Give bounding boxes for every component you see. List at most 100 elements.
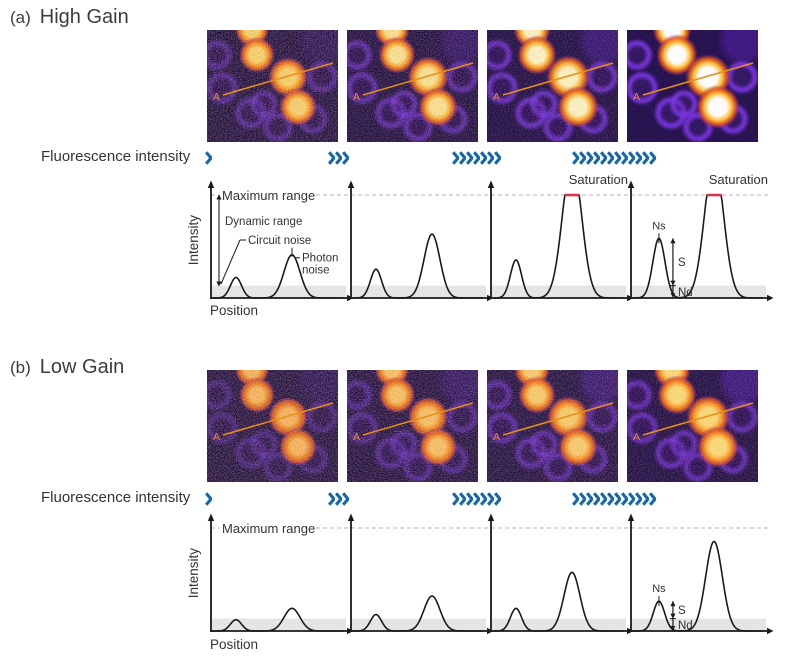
chevron-right-icon <box>342 492 349 506</box>
chevron-right-icon <box>600 492 607 506</box>
line-marker-label: A <box>353 431 360 443</box>
intensity-arrows-b2 <box>328 492 349 506</box>
intensity-arrows-a1 <box>205 151 212 165</box>
chevron-right-icon <box>328 492 335 506</box>
chevron-right-icon <box>586 151 593 165</box>
chevron-right-icon <box>579 151 586 165</box>
chevron-right-icon <box>635 151 642 165</box>
saturation-label: Saturation <box>569 172 628 187</box>
chevron-right-icon <box>487 492 494 506</box>
chevron-right-icon <box>459 151 466 165</box>
chevron-right-icon <box>572 492 579 506</box>
intensity-arrows-a3 <box>452 151 501 165</box>
chevron-right-icon <box>593 492 600 506</box>
chevron-right-icon <box>473 492 480 506</box>
chevron-right-icon <box>342 151 349 165</box>
chevron-right-icon <box>335 151 342 165</box>
panel-b-title: (b) Low Gain <box>10 356 124 379</box>
micrograph-b3: A <box>487 370 618 482</box>
nd-label: Nd <box>678 620 693 632</box>
micrograph-b1: A <box>207 370 338 482</box>
scan-line <box>222 402 334 436</box>
circuit-noise-label: Circuit noise <box>248 235 311 247</box>
chevron-right-icon <box>607 151 614 165</box>
scan-line <box>502 402 614 436</box>
y-axis-label-a: Intensity <box>186 215 201 266</box>
x-axis-label-a: Position <box>210 303 259 318</box>
micrograph-b4: A <box>627 370 758 482</box>
chevron-right-icon <box>466 492 473 506</box>
fluorescence-intensity-label-b: Fluorescence intensity <box>41 489 191 506</box>
chevron-right-icon <box>335 492 342 506</box>
profile-plot-a4: Saturation Ns S Nd <box>626 172 776 321</box>
scan-line <box>222 62 334 96</box>
photon-noise-label: noise <box>302 265 330 277</box>
ns-label: Ns <box>652 220 666 232</box>
intensity-arrows-b1 <box>205 492 212 506</box>
chevron-right-icon <box>452 151 459 165</box>
y-axis-label-b: Intensity <box>186 548 201 599</box>
chevron-right-icon <box>480 151 487 165</box>
micrograph-a3: A <box>487 30 618 142</box>
panel-a-gain-title: High Gain <box>39 6 129 28</box>
chevron-right-icon <box>621 492 628 506</box>
profile-plot-a1: Maximum range Dynamic range Circuit noise P… <box>206 173 356 321</box>
panel-b-index-label: (b) <box>10 358 31 377</box>
chevron-right-icon <box>480 492 487 506</box>
chevron-right-icon <box>649 151 656 165</box>
profile-plot-b2 <box>346 506 496 654</box>
chevron-right-icon <box>628 151 635 165</box>
line-marker-label: A <box>493 431 500 443</box>
max-range-label: Maximum range <box>222 188 315 203</box>
line-marker-label: A <box>633 431 640 443</box>
panel-a-index-label: (a) <box>10 8 31 27</box>
chevron-right-icon <box>452 492 459 506</box>
panel-b-gain-title: Low Gain <box>39 356 125 378</box>
chevron-right-icon <box>459 492 466 506</box>
chevron-right-icon <box>572 151 579 165</box>
scan-line <box>362 402 474 436</box>
chevron-right-icon <box>487 151 494 165</box>
micrograph-a2: A <box>347 30 478 142</box>
fluorescence-intensity-label-a: Fluorescence intensity <box>41 148 191 165</box>
photon-noise-label: Photon <box>302 253 338 265</box>
max-range-label: Maximum range <box>222 521 315 536</box>
chevron-right-icon <box>586 492 593 506</box>
chevron-right-icon <box>473 151 480 165</box>
intensity-arrows-a2 <box>328 151 349 165</box>
scan-line <box>642 62 754 96</box>
s-label: S <box>678 257 686 269</box>
micrograph-a4: A <box>627 30 758 142</box>
profile-plot-b3 <box>486 506 636 654</box>
chevron-right-icon <box>607 492 614 506</box>
chevron-right-icon <box>328 151 335 165</box>
profile-plot-b1: Maximum range <box>206 506 356 654</box>
chevron-right-icon <box>494 151 501 165</box>
profile-plot-a2 <box>346 173 496 321</box>
chevron-right-icon <box>642 492 649 506</box>
chevron-right-icon <box>205 151 212 165</box>
intensity-arrows-a4 <box>572 151 656 165</box>
line-marker-label: A <box>633 91 640 103</box>
dynamic-range-label: Dynamic range <box>225 216 302 228</box>
chevron-right-icon <box>642 151 649 165</box>
chevron-right-icon <box>600 151 607 165</box>
profile-plot-a3: Saturation <box>486 172 636 321</box>
profile-plot-b4: Ns S Nd <box>626 506 776 654</box>
chevron-right-icon <box>614 151 621 165</box>
chevron-right-icon <box>205 492 212 506</box>
scan-line <box>502 62 614 96</box>
line-marker-label: A <box>213 91 220 103</box>
chevron-right-icon <box>593 151 600 165</box>
scan-line <box>642 402 754 436</box>
intensity-arrows-b3 <box>452 492 501 506</box>
chevron-right-icon <box>579 492 586 506</box>
panel-a-title: (a) High Gain <box>10 6 129 29</box>
ns-label: Ns <box>652 583 666 595</box>
line-marker-label: A <box>213 431 220 443</box>
intensity-arrows-b4 <box>572 492 656 506</box>
x-axis-label-b: Position <box>210 637 259 652</box>
micrograph-b2: A <box>347 370 478 482</box>
chevron-right-icon <box>614 492 621 506</box>
